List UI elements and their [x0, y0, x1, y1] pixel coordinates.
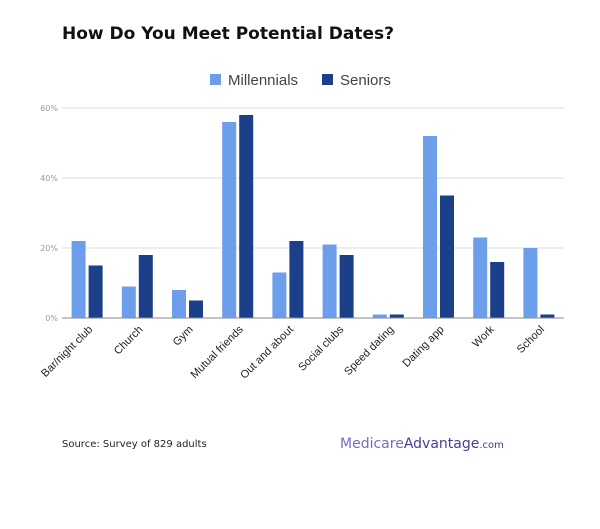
brand-part-3: .com [479, 440, 504, 451]
x-tick-label: Dating app [401, 324, 447, 370]
chart-title: How Do You Meet Potential Dates? [62, 24, 394, 44]
legend-swatch-seniors [322, 74, 333, 85]
bar-millennials [423, 136, 437, 318]
x-tick-label: Gym [171, 324, 196, 349]
bar-millennials [172, 290, 186, 318]
bar-seniors [138, 255, 153, 318]
bar-seniors [490, 262, 505, 318]
bar-millennials [222, 122, 237, 318]
bar-millennials [372, 314, 387, 318]
x-tick-label: Speed dating [342, 324, 396, 378]
bar-seniors [389, 314, 404, 318]
bar-seniors [88, 265, 103, 318]
bar-millennials [121, 286, 136, 318]
bar-seniors [440, 195, 454, 318]
bar-millennials [322, 244, 337, 318]
x-tick-label: Bar/night club [39, 324, 95, 380]
x-tick-label: School [515, 324, 547, 356]
legend-swatch-millennials [210, 74, 221, 85]
source-note: Source: Survey of 829 adults [62, 439, 207, 450]
y-tick-label: 40% [40, 174, 58, 183]
legend-label-seniors: Seniors [340, 72, 391, 89]
legend-label-millennials: Millennials [228, 72, 298, 89]
bar-seniors [239, 115, 254, 318]
y-tick-label: 60% [40, 104, 58, 113]
bar-millennials [272, 272, 287, 318]
y-tick-label: 20% [40, 244, 58, 253]
y-tick-label: 0% [45, 314, 58, 323]
x-tick-label: Out and about [238, 324, 296, 382]
brand-logo: MedicareAdvantage.com [340, 436, 504, 452]
bar-seniors [339, 255, 354, 318]
x-tick-label: Church [112, 324, 146, 358]
bar-seniors [189, 300, 203, 318]
x-tick-label: Social clubs [296, 323, 346, 373]
x-tick-label: Work [470, 323, 497, 350]
bar-millennials [523, 248, 538, 318]
bar-seniors [289, 241, 304, 318]
brand-part-2: Advantage [403, 436, 480, 452]
brand-part-1: Medicare [340, 436, 404, 452]
bar-millennials [71, 241, 86, 318]
bar-seniors [540, 314, 555, 318]
bar-millennials [473, 237, 488, 318]
